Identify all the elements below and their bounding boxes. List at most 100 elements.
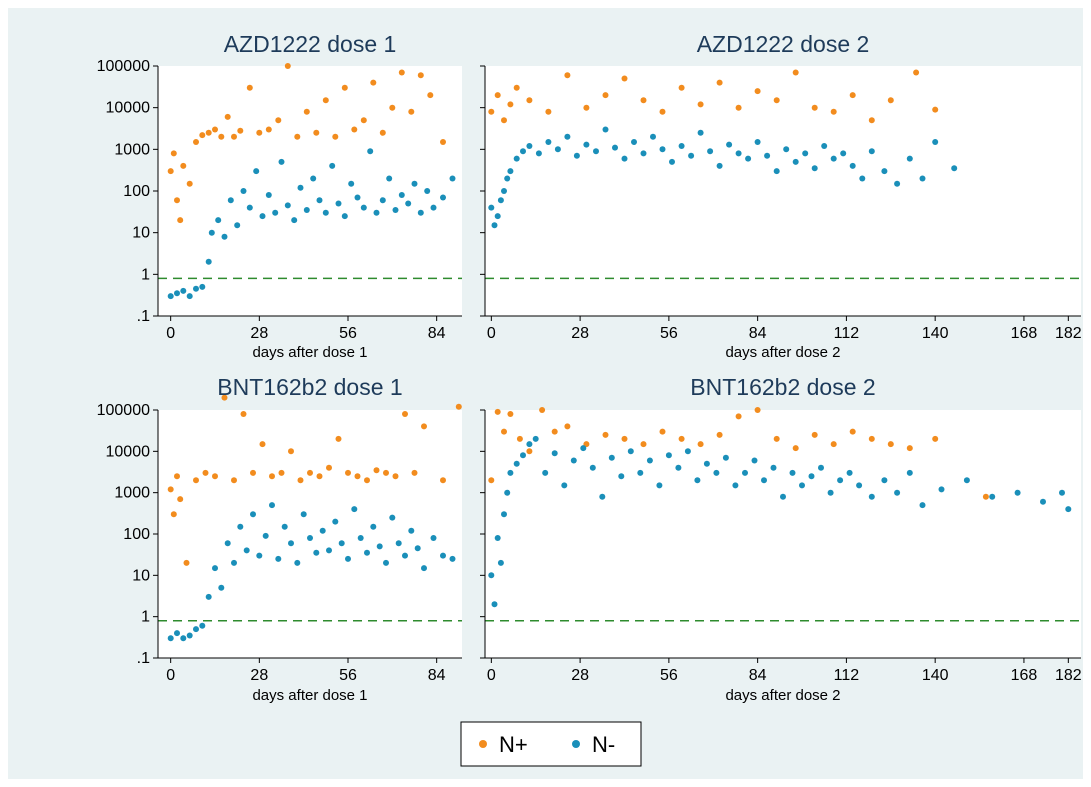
- data-point-n-neg: [193, 626, 199, 633]
- data-point-n-pos: [297, 477, 304, 484]
- data-point-n-neg: [951, 165, 958, 172]
- data-point-n-pos: [716, 79, 723, 86]
- data-point-n-neg: [497, 197, 504, 204]
- legend-marker-n-neg: [572, 740, 580, 748]
- data-point-n-neg: [392, 207, 399, 213]
- plot-area: [158, 66, 462, 316]
- data-point-n-neg: [894, 489, 901, 496]
- data-point-n-pos: [417, 72, 424, 79]
- x-tick-label: 84: [749, 325, 767, 342]
- data-point-n-pos: [507, 411, 514, 417]
- data-point-n-neg: [684, 448, 691, 455]
- data-point-n-pos: [278, 469, 285, 476]
- panel-title: BNT162b2 dose 2: [690, 374, 875, 400]
- data-point-n-pos: [868, 117, 875, 124]
- data-point-n-neg: [449, 175, 456, 182]
- data-point-n-pos: [621, 75, 628, 82]
- data-point-n-pos: [180, 162, 187, 169]
- data-point-n-neg: [329, 162, 336, 169]
- data-point-n-neg: [246, 204, 253, 211]
- data-point-n-pos: [754, 407, 761, 413]
- data-point-n-pos: [351, 126, 358, 133]
- data-point-n-pos: [697, 441, 704, 448]
- data-point-n-pos: [373, 467, 380, 474]
- x-axis-title: days after dose 2: [725, 687, 840, 704]
- data-point-n-neg: [754, 139, 761, 145]
- data-point-n-pos: [341, 84, 348, 91]
- data-point-n-pos: [906, 445, 913, 452]
- data-point-n-neg: [780, 493, 786, 500]
- data-point-n-neg: [881, 477, 888, 484]
- data-point-n-pos: [167, 168, 174, 175]
- data-point-n-neg: [808, 473, 815, 480]
- panel-bnt-dose2: 0 28 56 84 112 140 168 182 BNT162b2 dose 2 days…: [480, 374, 1082, 704]
- data-point-n-neg: [707, 148, 714, 155]
- data-point-n-neg: [224, 540, 231, 547]
- data-point-n-pos: [773, 97, 780, 104]
- data-point-n-pos: [887, 97, 894, 104]
- data-point-n-neg: [561, 482, 568, 489]
- data-point-n-pos: [887, 441, 894, 448]
- data-point-n-neg: [593, 148, 599, 155]
- data-point-n-neg: [440, 552, 446, 559]
- data-point-n-pos: [494, 408, 501, 415]
- x-axis-title: days after dose 2: [725, 344, 840, 361]
- data-point-n-neg: [932, 139, 939, 145]
- data-point-n-neg: [243, 547, 250, 554]
- data-point-n-pos: [174, 197, 180, 204]
- data-point-n-pos: [231, 133, 237, 140]
- data-point-n-pos: [754, 88, 761, 95]
- data-point-n-pos: [792, 69, 799, 76]
- data-point-n-neg: [174, 630, 180, 637]
- data-point-n-pos: [564, 423, 571, 430]
- data-point-n-pos: [392, 473, 399, 480]
- data-point-n-neg: [745, 155, 752, 162]
- y-tick-label: 1: [141, 609, 150, 626]
- data-point-n-pos: [212, 473, 218, 480]
- data-point-n-neg: [554, 146, 561, 153]
- data-point-n-neg: [722, 454, 729, 461]
- plot-area: [158, 410, 462, 658]
- data-point-n-neg: [789, 469, 796, 476]
- data-point-n-neg: [351, 506, 358, 513]
- data-point-n-pos: [383, 469, 389, 476]
- data-point-n-neg: [424, 188, 431, 194]
- data-point-n-pos: [507, 101, 514, 108]
- data-point-n-pos: [364, 477, 370, 484]
- data-point-n-pos: [303, 108, 310, 115]
- data-point-n-neg: [237, 523, 244, 530]
- data-point-n-neg: [589, 464, 596, 471]
- data-point-n-neg: [256, 552, 263, 559]
- data-point-n-neg: [580, 445, 587, 452]
- x-axis-title: days after dose 1: [252, 687, 367, 704]
- data-point-n-neg: [316, 197, 323, 204]
- data-point-n-neg: [849, 162, 856, 169]
- data-point-n-pos: [231, 477, 237, 484]
- data-point-n-pos: [259, 441, 266, 448]
- data-point-n-pos: [932, 435, 939, 442]
- data-point-n-pos: [221, 394, 228, 401]
- data-point-n-pos: [265, 126, 272, 133]
- data-point-n-neg: [405, 200, 412, 207]
- panel-title: AZD1222 dose 2: [697, 31, 870, 57]
- y-tick-label: 1000: [114, 485, 150, 502]
- data-point-n-neg: [669, 158, 675, 165]
- data-point-n-neg: [497, 559, 504, 566]
- data-point-n-pos: [370, 79, 377, 86]
- data-point-n-pos: [516, 435, 523, 442]
- panel-azd-dose2: 0 28 56 84 112 140 168 182 AZD1222 dose 2 days …: [480, 31, 1082, 361]
- data-point-n-pos: [202, 469, 209, 476]
- data-point-n-neg: [650, 133, 656, 140]
- data-point-n-neg: [827, 489, 834, 496]
- data-point-n-pos: [224, 113, 231, 120]
- data-point-n-neg: [716, 162, 723, 169]
- y-tick-label: 10000: [106, 443, 151, 460]
- panel-title: BNT162b2 dose 1: [217, 374, 402, 400]
- data-point-n-pos: [697, 101, 704, 108]
- data-point-n-neg: [1065, 506, 1072, 513]
- data-point-n-neg: [180, 635, 187, 642]
- data-point-n-pos: [167, 486, 174, 493]
- x-tick-label: 56: [660, 325, 678, 342]
- data-point-n-neg: [1014, 489, 1021, 496]
- data-point-n-neg: [262, 532, 269, 539]
